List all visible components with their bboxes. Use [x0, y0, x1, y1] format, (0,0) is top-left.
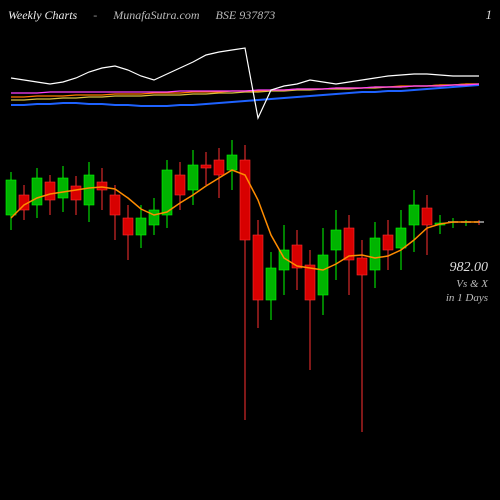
info-metric: Vs & X — [446, 278, 488, 290]
chart-canvas — [0, 0, 500, 500]
info-panel: 982.00 Vs & X in 1 Days — [446, 260, 488, 304]
info-days: in 1 Days — [446, 292, 488, 304]
chart-root: Weekly Charts - MunafaSutra.com BSE 9378… — [0, 0, 500, 500]
info-price: 982.00 — [446, 260, 488, 276]
